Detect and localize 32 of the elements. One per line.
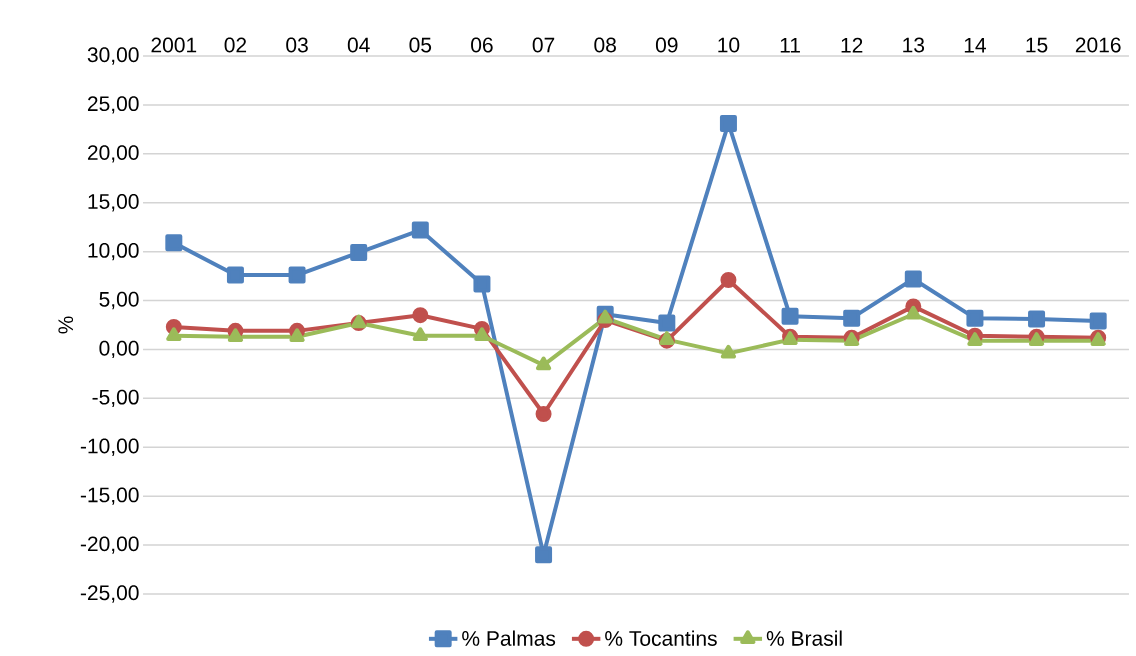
x-tick-label: 02 [224, 37, 247, 53]
y-tick-label: 30,00 [87, 47, 139, 65]
y-tick-label: 15,00 [88, 194, 139, 212]
x-tick-label: 09 [655, 37, 678, 53]
x-tick-label: 04 [347, 37, 370, 53]
x-tick-label: 07 [532, 37, 555, 53]
legend-label: % Tocantins [605, 630, 717, 646]
x-tick-label: 2001 [151, 37, 197, 53]
x-tick-label: 14 [964, 38, 986, 53]
y-tick-label: -25,00 [80, 585, 139, 603]
y-tick-label: -5,00 [92, 389, 139, 408]
x-tick-label: 12 [841, 37, 863, 53]
x-tick-label: 13 [903, 37, 925, 53]
x-tick-label: 08 [594, 37, 616, 53]
x-tick-label: 15 [1026, 37, 1048, 53]
x-tick-label: 06 [471, 37, 493, 53]
y-tick-label: 0,00 [99, 340, 139, 359]
legend-label: % Brasil [766, 630, 842, 646]
y-tick-label: 10,00 [88, 242, 139, 261]
y-axis-title: % [58, 316, 74, 334]
y-tick-label: 5,00 [99, 291, 139, 310]
y-tick-label: -10,00 [80, 438, 139, 456]
x-tick-label: 11 [780, 38, 800, 53]
x-tick-label: 03 [286, 37, 308, 53]
y-tick-label: 25,00 [87, 96, 139, 114]
x-tick-label: 10 [718, 37, 740, 53]
x-tick-label: 2016 [1075, 37, 1121, 53]
x-tick-label: 05 [409, 37, 432, 53]
y-tick-label: -20,00 [80, 536, 139, 554]
y-tick-label: -15,00 [80, 487, 139, 505]
legend-label: % Palmas [462, 630, 556, 646]
y-tick-label: 20,00 [87, 145, 139, 163]
